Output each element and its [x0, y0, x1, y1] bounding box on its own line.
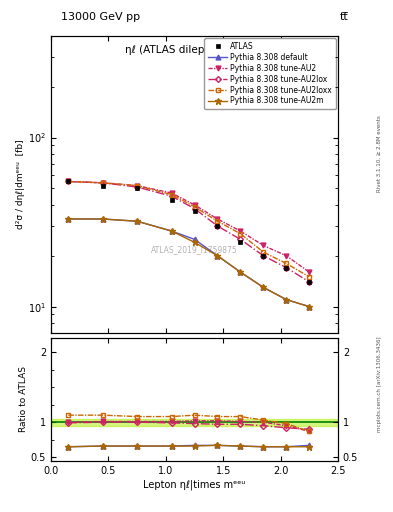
Pythia 8.308 tune-AU2lox [238, 236, 243, 242]
ATLAS [192, 207, 197, 214]
ATLAS [307, 279, 312, 285]
Text: 13000 GeV pp: 13000 GeV pp [61, 11, 140, 22]
ATLAS [100, 183, 105, 189]
ATLAS [261, 252, 266, 259]
Pythia 8.308 tune-AU2m [284, 296, 289, 303]
Pythia 8.308 tune-AU2m [66, 216, 71, 222]
Pythia 8.308 tune-AU2loxx [169, 191, 174, 198]
Pythia 8.308 tune-AU2m [261, 284, 266, 290]
Line: Pythia 8.308 default: Pythia 8.308 default [66, 217, 312, 309]
Pythia 8.308 tune-AU2loxx [192, 204, 197, 210]
Text: Rivet 3.1.10, ≥ 2.8M events: Rivet 3.1.10, ≥ 2.8M events [377, 115, 382, 192]
Pythia 8.308 tune-AU2m [135, 218, 140, 224]
Pythia 8.308 tune-AU2m [100, 216, 105, 222]
Pythia 8.308 default [100, 216, 105, 222]
Pythia 8.308 tune-AU2lox [284, 265, 289, 271]
Pythia 8.308 tune-AU2loxx [238, 230, 243, 237]
Pythia 8.308 tune-AU2 [135, 183, 140, 189]
Pythia 8.308 tune-AU2lox [261, 252, 266, 259]
Pythia 8.308 default [284, 296, 289, 303]
ATLAS [238, 239, 243, 245]
ATLAS [284, 265, 289, 271]
Pythia 8.308 tune-AU2 [284, 252, 289, 259]
Text: mcplots.cern.ch [arXiv:1306.3436]: mcplots.cern.ch [arXiv:1306.3436] [377, 336, 382, 432]
Pythia 8.308 tune-AU2loxx [284, 261, 289, 267]
Pythia 8.308 tune-AU2loxx [66, 178, 71, 184]
Pythia 8.308 tune-AU2 [66, 178, 71, 184]
Pythia 8.308 tune-AU2 [307, 269, 312, 275]
Pythia 8.308 tune-AU2 [261, 242, 266, 248]
Pythia 8.308 default [135, 218, 140, 224]
Pythia 8.308 default [238, 269, 243, 275]
Pythia 8.308 tune-AU2m [169, 228, 174, 234]
Pythia 8.308 tune-AU2lox [169, 193, 174, 199]
Pythia 8.308 tune-AU2lox [307, 279, 312, 285]
Pythia 8.308 tune-AU2 [100, 180, 105, 186]
Bar [51, 419, 338, 425]
ATLAS [135, 185, 140, 191]
Pythia 8.308 default [215, 252, 220, 259]
Pythia 8.308 tune-AU2m [307, 304, 312, 310]
Text: ATLAS_2019_I1759875: ATLAS_2019_I1759875 [151, 245, 238, 254]
ATLAS [169, 197, 174, 203]
Y-axis label: Ratio to ATLAS: Ratio to ATLAS [19, 367, 28, 432]
Line: ATLAS: ATLAS [66, 179, 312, 284]
Pythia 8.308 default [66, 216, 71, 222]
Pythia 8.308 default [307, 304, 312, 310]
Text: ηℓ (ATLAS dileptonic ttbar): ηℓ (ATLAS dileptonic ttbar) [125, 45, 264, 55]
Pythia 8.308 tune-AU2loxx [261, 249, 266, 255]
Pythia 8.308 tune-AU2 [192, 202, 197, 208]
Pythia 8.308 default [261, 284, 266, 290]
Text: tt̅: tt̅ [340, 11, 349, 22]
Pythia 8.308 tune-AU2lox [66, 178, 71, 184]
Pythia 8.308 default [192, 236, 197, 242]
Pythia 8.308 tune-AU2loxx [135, 183, 140, 189]
ATLAS [215, 223, 220, 229]
Pythia 8.308 tune-AU2loxx [100, 180, 105, 186]
Pythia 8.308 tune-AU2lox [135, 184, 140, 190]
X-axis label: Lepton ηℓ|times mᵉᵉᵘ: Lepton ηℓ|times mᵉᵉᵘ [143, 480, 246, 490]
Pythia 8.308 default [169, 228, 174, 234]
Pythia 8.308 tune-AU2loxx [215, 218, 220, 224]
Y-axis label: d²σ / dηℓ|dmᵉᵉᵘ  [fb]: d²σ / dηℓ|dmᵉᵉᵘ [fb] [17, 139, 25, 229]
Line: Pythia 8.308 tune-AU2lox: Pythia 8.308 tune-AU2lox [66, 179, 311, 284]
Pythia 8.308 tune-AU2m [192, 239, 197, 245]
Pythia 8.308 tune-AU2lox [100, 180, 105, 186]
Line: Pythia 8.308 tune-AU2: Pythia 8.308 tune-AU2 [66, 179, 312, 274]
Pythia 8.308 tune-AU2 [238, 228, 243, 234]
Pythia 8.308 tune-AU2m [238, 269, 243, 275]
Pythia 8.308 tune-AU2 [169, 190, 174, 196]
Pythia 8.308 tune-AU2loxx [307, 274, 312, 280]
Line: Pythia 8.308 tune-AU2loxx: Pythia 8.308 tune-AU2loxx [66, 179, 312, 279]
Pythia 8.308 tune-AU2lox [192, 205, 197, 211]
Pythia 8.308 tune-AU2lox [215, 223, 220, 229]
Pythia 8.308 tune-AU2m [215, 252, 220, 259]
Pythia 8.308 tune-AU2 [215, 216, 220, 222]
ATLAS [66, 178, 71, 184]
Line: Pythia 8.308 tune-AU2m: Pythia 8.308 tune-AU2m [65, 216, 312, 310]
Legend: ATLAS, Pythia 8.308 default, Pythia 8.308 tune-AU2, Pythia 8.308 tune-AU2lox, Py: ATLAS, Pythia 8.308 default, Pythia 8.30… [204, 38, 336, 110]
